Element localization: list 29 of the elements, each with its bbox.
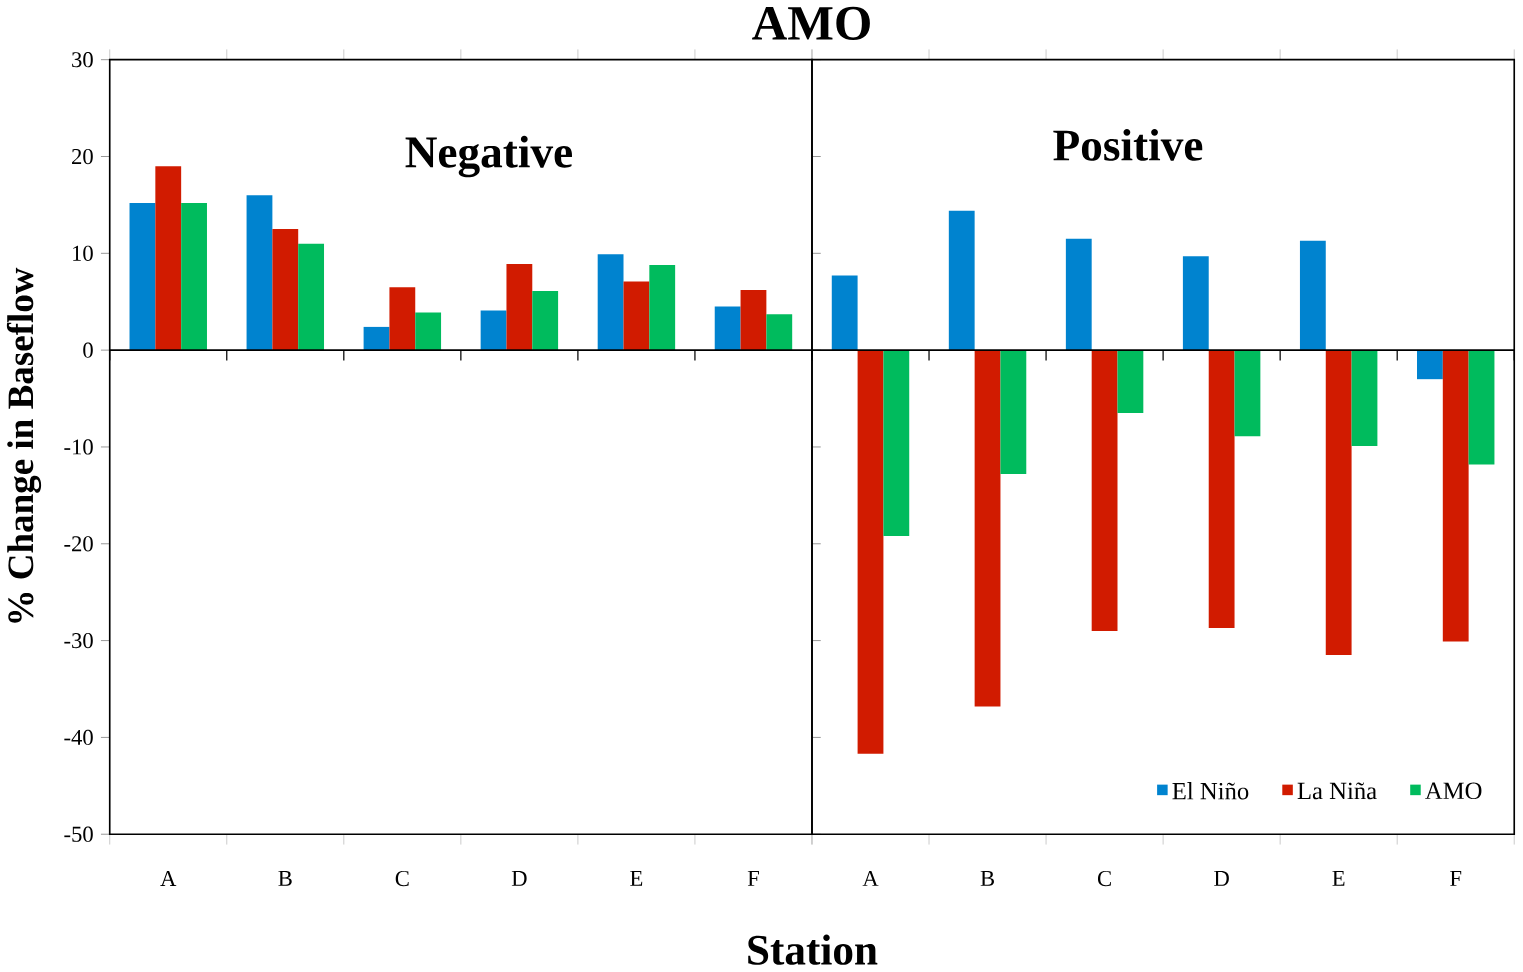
x-tick-label: F [1450,871,1462,886]
x-tick-label: B [980,871,994,886]
y-tick-label: -30 [64,633,93,649]
x-tick-label: A [160,871,177,887]
x-tick-label: A [862,871,879,887]
legend-label: AMO [1425,782,1482,800]
x-axis-title: Station [748,934,878,965]
y-tick-label: 10 [73,245,93,262]
legend-label: La Niña [1297,782,1377,800]
y-tick-label: -40 [64,729,93,746]
y-tick-label: -10 [64,439,93,455]
y-tick-label: 20 [72,149,93,165]
annotation: Positive [1053,129,1203,161]
y-tick-label: 30 [72,52,93,68]
chart-title: AMO [752,6,870,41]
legend-label: El Niño [1172,782,1249,800]
y-axis-title: % Change in Baseflow [6,267,42,623]
x-tick-label: C [395,871,409,887]
x-tick-label: B [278,871,292,886]
x-tick-label: D [1214,871,1229,886]
x-tick-label: C [1097,871,1111,887]
y-tick-label: 0 [83,342,93,358]
annotation: Negative [405,135,572,178]
x-tick-label: F [747,871,759,886]
x-tick-label: E [1332,871,1345,886]
y-tick-label: -50 [64,826,93,843]
y-tick-label: -20 [64,536,93,552]
x-tick-label: D [511,871,527,886]
x-tick-label: E [630,871,643,886]
